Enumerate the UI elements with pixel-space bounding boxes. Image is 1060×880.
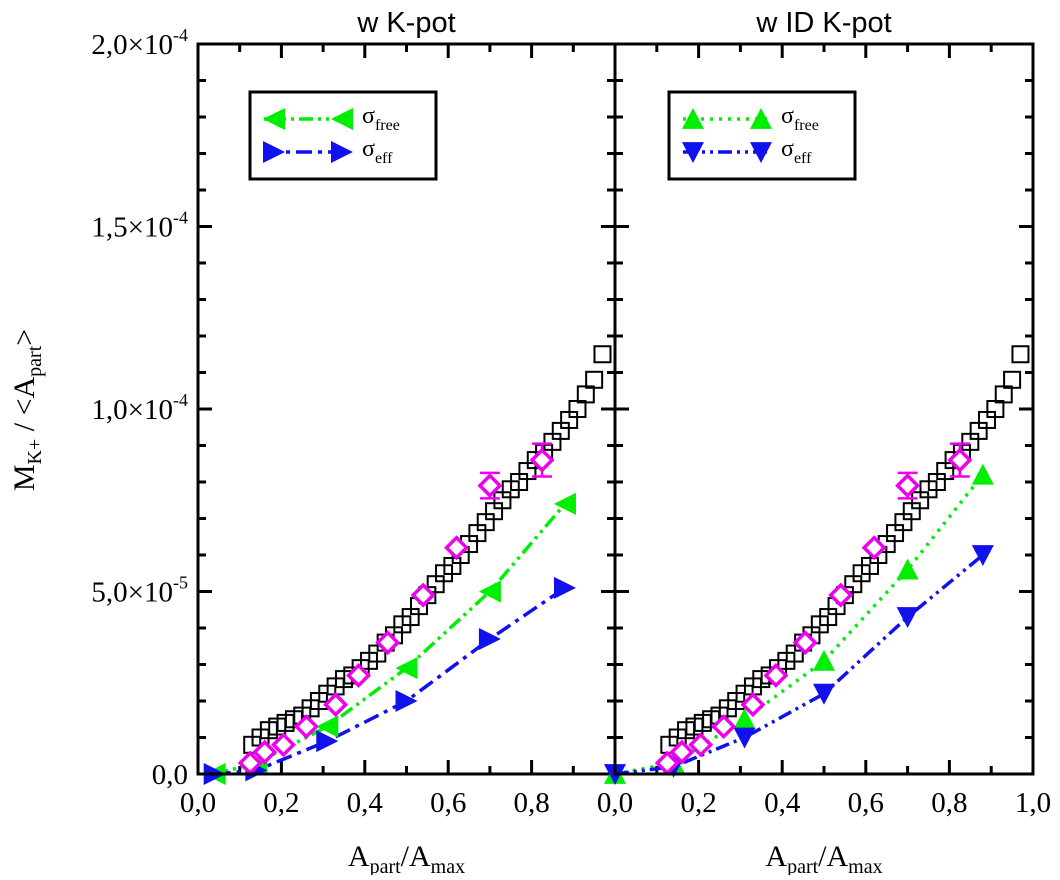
series-point-eff (316, 730, 339, 753)
reference-square-point (1011, 345, 1030, 364)
legend-marker (263, 108, 285, 130)
legend-marker (682, 142, 704, 163)
series-point-eff (478, 627, 501, 650)
series-point-eff (395, 690, 418, 712)
experimental-point (669, 739, 695, 765)
legend-label: σfree (781, 103, 819, 134)
experimental-point (346, 662, 372, 688)
series-point-eff (733, 727, 756, 749)
legend-label: σeff (781, 136, 812, 167)
experimental-point (293, 714, 319, 740)
legend-marker (750, 108, 772, 129)
series-point-eff (813, 683, 835, 705)
y-axis-label: MK+ / <Apart> (8, 329, 46, 491)
y-tick-label: 2,0×10-4 (91, 25, 188, 61)
experimental-point (444, 535, 470, 561)
series-point-free (395, 657, 418, 680)
legend-box (248, 90, 438, 181)
experimental-point (688, 732, 714, 758)
legend-marker (263, 141, 285, 163)
panel-title: w K-pot (356, 7, 455, 39)
x-axis-label: Apart/Amax (348, 840, 465, 875)
y-tick-label: 1,5×10-4 (91, 208, 188, 244)
experimental-point (895, 473, 921, 499)
plot-frame (613, 42, 1035, 776)
x-axis-label: Apart/Amax (765, 840, 882, 875)
experimental-point (711, 714, 737, 740)
legend-marker (331, 141, 353, 163)
series-point-eff (896, 607, 919, 629)
series-point-free (896, 558, 919, 580)
experimental-point (828, 582, 854, 608)
x-tick-label: 0,4 (764, 787, 801, 819)
x-tick-label: 0,0 (597, 787, 633, 819)
reference-square-point (585, 370, 604, 389)
experimental-point (861, 535, 887, 561)
x-tick-label: 0,4 (347, 787, 384, 819)
series-point-free (478, 580, 501, 603)
y-tick-label: 1,0×10-4 (91, 390, 188, 426)
series-point-free (813, 649, 835, 671)
series-point-free (316, 715, 339, 738)
panel-2: w ID K-pot 0,0 0,2 0,4 0,6 0,8 1,0 Apart/Amax σf… (597, 7, 1051, 878)
experimental-point (763, 662, 789, 688)
x-tick-label: 1,0 (1015, 787, 1051, 819)
experimental-point (323, 692, 349, 718)
series-point-eff (553, 576, 576, 599)
legend-marker (750, 142, 772, 163)
series-point-free (733, 708, 756, 730)
series-point-eff (971, 545, 994, 566)
x-tick-label: 0,8 (931, 787, 967, 819)
series-point-free (553, 492, 576, 515)
x-tick-label: 0,0 (180, 787, 216, 819)
y-tick-label: 5,0×10-5 (91, 573, 188, 609)
experimental-point (947, 447, 973, 473)
experimental-point (375, 630, 401, 656)
x-tick-label: 0,2 (680, 787, 716, 819)
experimental-point (252, 739, 278, 765)
legend-label: σeff (362, 136, 393, 167)
legend-label: σfree (362, 103, 400, 134)
experimental-point (529, 447, 555, 473)
x-tick-label: 0,6 (848, 787, 884, 819)
series-point-free (971, 463, 994, 485)
reference-square-point (1003, 370, 1022, 389)
panel-title: w ID K-pot (755, 7, 891, 39)
x-tick-label: 0,8 (513, 787, 549, 819)
legend-marker (331, 108, 353, 130)
legend-box (667, 90, 857, 181)
panel-1: w K-pot 0,0 0,2 0,4 0,6 0,8 Apart/Amax σfreeσef… (180, 7, 617, 878)
experimental-point (740, 692, 766, 718)
x-tick-label: 0,2 (263, 787, 299, 819)
y-tick-label: 0,0 (152, 759, 188, 791)
experimental-point (792, 630, 818, 656)
reference-square-point (593, 345, 612, 364)
experimental-point (477, 473, 503, 499)
experimental-point (271, 732, 296, 758)
legend-marker (682, 108, 704, 129)
series-line-eff (614, 553, 984, 776)
experimental-point (410, 582, 436, 608)
x-tick-label: 0,6 (430, 787, 466, 819)
